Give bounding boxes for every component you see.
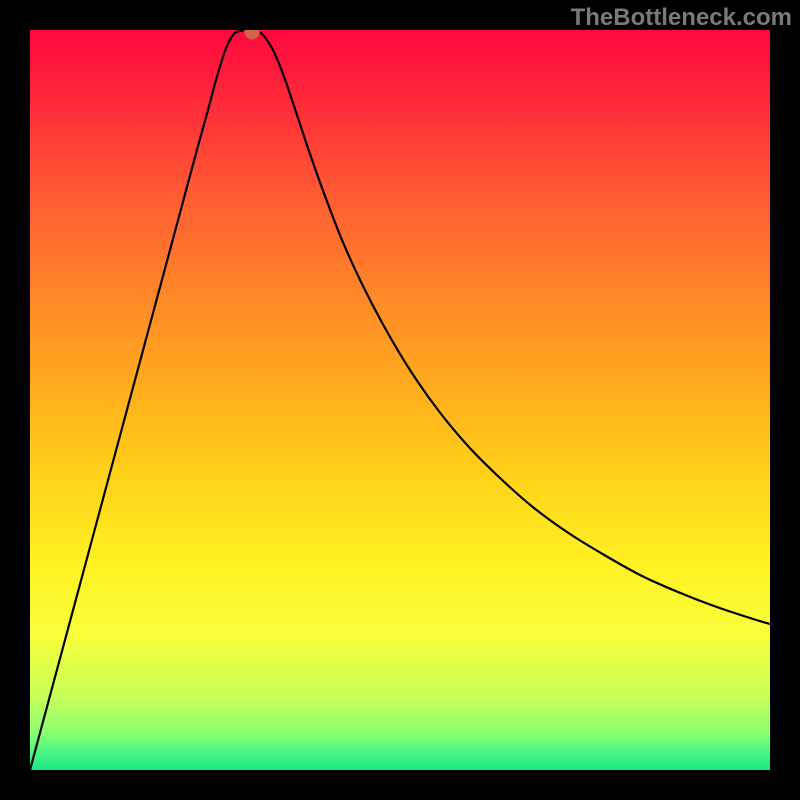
- plot-svg: [30, 30, 770, 770]
- plot-area: [30, 30, 770, 770]
- watermark-text: TheBottleneck.com: [571, 4, 792, 32]
- gradient-background: [30, 30, 770, 770]
